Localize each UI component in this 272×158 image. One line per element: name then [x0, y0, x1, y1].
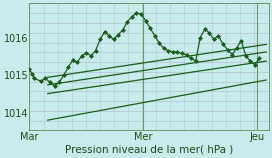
X-axis label: Pression niveau de la mer( hPa ): Pression niveau de la mer( hPa ) [65, 145, 233, 155]
